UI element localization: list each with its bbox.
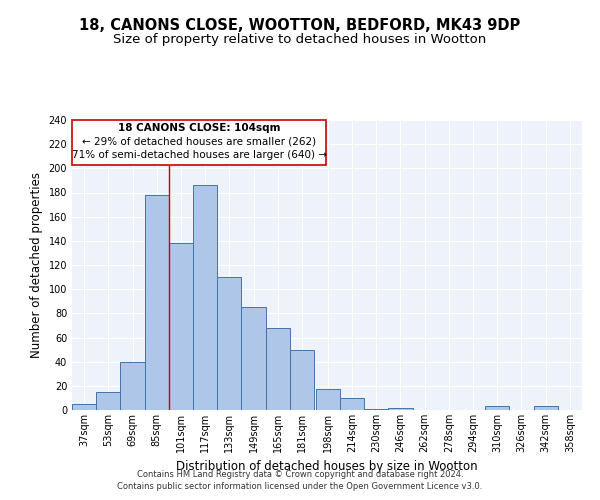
Bar (217, 277, 241, 410)
Bar (316, 390, 340, 410)
Text: Size of property relative to detached houses in Wootton: Size of property relative to detached ho… (113, 32, 487, 46)
Text: 18 CANONS CLOSE: 104sqm: 18 CANONS CLOSE: 104sqm (118, 124, 280, 134)
Bar (145, 195, 169, 410)
FancyBboxPatch shape (72, 120, 326, 164)
Bar (485, 406, 509, 410)
Text: ← 29% of detached houses are smaller (262): ← 29% of detached houses are smaller (26… (82, 136, 316, 147)
Bar (533, 406, 558, 410)
Bar (72, 404, 96, 410)
X-axis label: Distribution of detached houses by size in Wootton: Distribution of detached houses by size … (176, 460, 478, 473)
Bar (266, 328, 290, 410)
Y-axis label: Number of detached properties: Number of detached properties (30, 172, 43, 358)
Bar (96, 392, 121, 410)
Bar (364, 409, 388, 410)
Bar (388, 408, 413, 410)
Text: Contains public sector information licensed under the Open Government Licence v3: Contains public sector information licen… (118, 482, 482, 491)
Bar (241, 308, 266, 410)
Text: 71% of semi-detached houses are larger (640) →: 71% of semi-detached houses are larger (… (71, 150, 326, 160)
Text: 18, CANONS CLOSE, WOOTTON, BEDFORD, MK43 9DP: 18, CANONS CLOSE, WOOTTON, BEDFORD, MK43… (79, 18, 521, 32)
Bar (290, 350, 314, 410)
Bar (121, 362, 145, 410)
Bar (193, 185, 217, 410)
Bar (340, 398, 364, 410)
Text: Contains HM Land Registry data © Crown copyright and database right 2024.: Contains HM Land Registry data © Crown c… (137, 470, 463, 479)
Bar (169, 244, 193, 410)
